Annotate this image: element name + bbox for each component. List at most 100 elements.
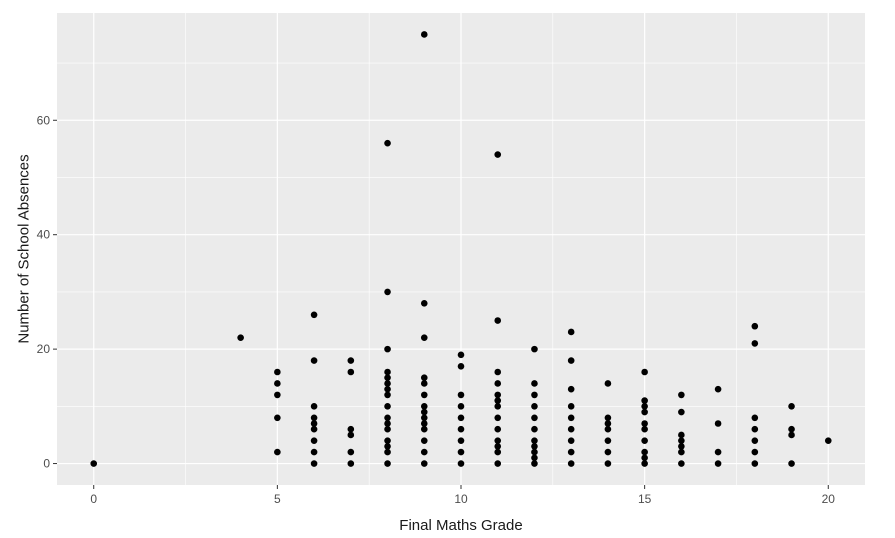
- data-point: [384, 443, 391, 450]
- data-point: [347, 448, 355, 456]
- data-point: [420, 31, 428, 38]
- data-point: [494, 403, 502, 410]
- data-point: [494, 391, 502, 399]
- data-point: [494, 151, 502, 158]
- data-point: [567, 425, 575, 433]
- data-point: [384, 437, 391, 444]
- data-point: [641, 460, 648, 467]
- data-point: [751, 414, 759, 422]
- y-tick-label: 20: [37, 342, 51, 356]
- data-point: [494, 425, 502, 433]
- data-point: [347, 460, 355, 467]
- data-point: [678, 431, 685, 439]
- data-point: [641, 368, 648, 376]
- x-axis: 0 5 10 15 20: [90, 485, 835, 506]
- data-point: [751, 460, 759, 467]
- data-point: [641, 397, 648, 404]
- data-point: [641, 408, 648, 416]
- data-point: [531, 425, 538, 433]
- data-point: [420, 300, 428, 307]
- data-point: [310, 414, 318, 422]
- data-point: [274, 448, 281, 456]
- data-point: [384, 448, 391, 456]
- data-point: [604, 460, 612, 467]
- data-point: [604, 414, 612, 422]
- data-point: [494, 317, 502, 324]
- data-point: [567, 328, 575, 336]
- data-point: [531, 437, 538, 444]
- data-point: [494, 368, 502, 376]
- data-point: [457, 460, 465, 467]
- data-point: [678, 437, 685, 444]
- data-point: [641, 454, 648, 462]
- data-point: [604, 437, 612, 444]
- y-tick-label: 60: [37, 113, 51, 127]
- data-point: [604, 420, 612, 427]
- x-tick-label: 5: [274, 492, 281, 506]
- data-point: [531, 345, 538, 353]
- data-point: [384, 139, 391, 147]
- x-tick-label: 10: [454, 492, 468, 506]
- x-axis-title: Final Maths Grade: [399, 517, 522, 534]
- data-point: [237, 334, 244, 341]
- data-point: [420, 425, 428, 433]
- data-point: [494, 460, 502, 467]
- data-point: [420, 420, 428, 427]
- data-point: [531, 443, 538, 450]
- data-point: [420, 408, 428, 416]
- data-point: [457, 425, 465, 433]
- data-point: [310, 425, 318, 433]
- y-tick-label: 0: [43, 457, 50, 471]
- data-point: [420, 374, 428, 382]
- data-point: [751, 340, 759, 347]
- data-point: [714, 460, 722, 467]
- data-point: [788, 431, 795, 439]
- data-point: [567, 357, 575, 364]
- x-tick-label: 0: [90, 492, 97, 506]
- data-point: [384, 345, 391, 353]
- data-point: [751, 322, 759, 330]
- data-point: [494, 414, 502, 422]
- data-point: [384, 368, 391, 376]
- data-point: [420, 437, 428, 444]
- data-point: [420, 380, 428, 387]
- data-point: [531, 380, 538, 387]
- data-point: [714, 448, 722, 456]
- data-point: [567, 385, 575, 393]
- data-point: [531, 454, 538, 462]
- data-point: [420, 403, 428, 410]
- data-point: [420, 460, 428, 467]
- data-point: [384, 385, 391, 393]
- data-point: [678, 408, 685, 416]
- data-point: [310, 311, 318, 319]
- data-point: [494, 397, 502, 404]
- data-point: [384, 403, 391, 410]
- data-point: [531, 448, 538, 456]
- data-point: [494, 448, 502, 456]
- data-point: [751, 437, 759, 444]
- data-point: [567, 448, 575, 456]
- data-point: [347, 425, 355, 433]
- data-point: [751, 448, 759, 456]
- data-point: [457, 351, 465, 359]
- x-tick-label: 20: [822, 492, 836, 506]
- data-point: [788, 403, 795, 410]
- data-point: [604, 425, 612, 433]
- data-point: [90, 460, 98, 467]
- data-point: [494, 380, 502, 387]
- data-point: [567, 460, 575, 467]
- data-point: [347, 368, 355, 376]
- data-point: [678, 448, 685, 456]
- data-point: [384, 288, 391, 296]
- data-point: [384, 460, 391, 467]
- data-point: [457, 403, 465, 410]
- data-point: [310, 420, 318, 427]
- data-point: [347, 431, 355, 439]
- data-point: [567, 414, 575, 422]
- data-point: [531, 403, 538, 410]
- data-point: [567, 437, 575, 444]
- data-point: [457, 448, 465, 456]
- data-point: [494, 437, 502, 444]
- data-point: [384, 420, 391, 427]
- data-point: [274, 380, 281, 387]
